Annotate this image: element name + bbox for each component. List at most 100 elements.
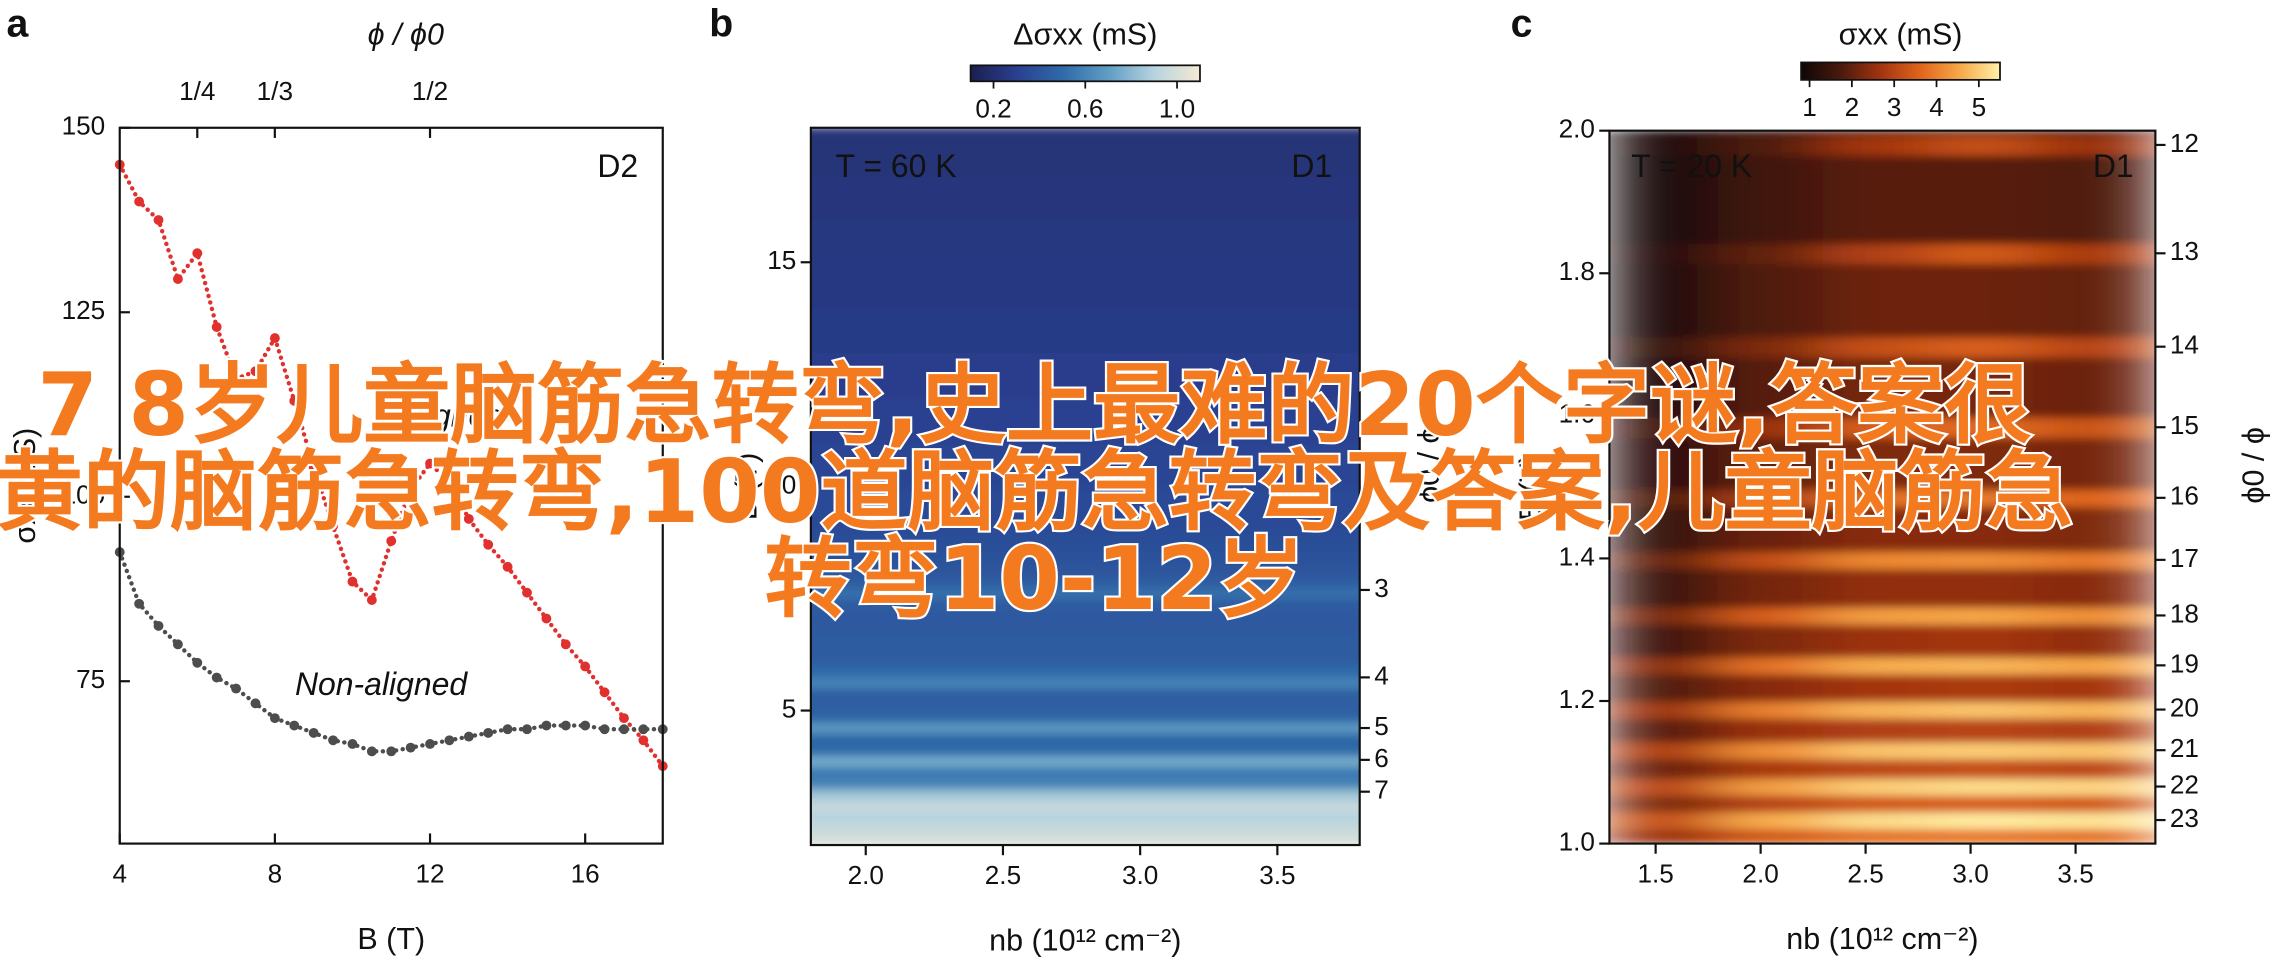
- heatmap-cells: [1609, 130, 2156, 844]
- heatmap-cell: [1822, 656, 1930, 675]
- colorbar-label: σxx (mS): [1839, 17, 1963, 51]
- heatmap-cell: [1822, 758, 1930, 779]
- plot-frame: [1608, 129, 2157, 845]
- y-tick-label: 1.8: [1559, 256, 1595, 286]
- data-point: [541, 720, 552, 731]
- annotation: T = 20 K: [1631, 148, 1752, 184]
- heatmap-cell: [810, 664, 1360, 678]
- heatmap-cell: [1609, 262, 1720, 338]
- heatmap-cell: [810, 485, 1360, 532]
- heatmap-cell: [1717, 505, 1825, 553]
- data-point: [172, 639, 183, 650]
- heatmap-cell: [1609, 656, 1720, 675]
- heatmap-cell: [810, 351, 1360, 398]
- heatmap-cell: [1609, 488, 1720, 508]
- data-point: [483, 539, 494, 550]
- heatmap-cell: [1927, 606, 2035, 625]
- colorbar-tick-label: 0.2: [975, 93, 1011, 123]
- data-point: [463, 513, 474, 524]
- heatmap-cell: [2032, 550, 2156, 570]
- y-tick-label: 1.4: [1559, 541, 1595, 571]
- x2-tick-label: 1/2: [412, 76, 448, 106]
- y2-tick-label: 17: [2170, 543, 2199, 573]
- panel-label: b: [709, 2, 733, 45]
- data-point: [425, 458, 435, 469]
- heatmap-cell: [1927, 567, 2035, 608]
- y-axis-label: σxx (μS): [8, 428, 42, 544]
- heatmap-cell: [1822, 134, 1930, 156]
- y-tick-label: 15: [767, 245, 796, 275]
- heatmap-cell: [1927, 154, 2035, 245]
- plot-frame: [118, 126, 664, 845]
- data-point: [328, 735, 338, 746]
- heatmap-cell: [810, 541, 1360, 555]
- heatmap-cell: [1609, 335, 1720, 358]
- x-tick-label: 4: [112, 858, 127, 888]
- heatmap-cell: [2032, 700, 2156, 719]
- y-axis-label: B (T): [729, 453, 763, 521]
- y-axis-label: B (T): [1514, 453, 1548, 521]
- data-point: [599, 687, 610, 698]
- overlay-caption: 黄的脑筋急转弯,100道脑筋急转弯及答案,儿童脑筋急: [0, 441, 2073, 543]
- heatmap-cell: [1717, 606, 1825, 625]
- heatmap-cell: [1927, 242, 2035, 265]
- heatmap-cell: [1822, 623, 1930, 658]
- heatmap-cell: [810, 743, 1360, 757]
- heatmap-cell: [2032, 130, 2156, 136]
- heatmap-cell: [1717, 416, 1825, 438]
- y2-tick-label: 13: [2170, 236, 2199, 266]
- heatmap-cell: [1717, 810, 1825, 830]
- heatmap-cell: [1927, 623, 2035, 658]
- data-point: [328, 521, 338, 532]
- heatmap-cell: [1717, 488, 1825, 508]
- data-point: [599, 724, 610, 735]
- heatmap-cell: [1609, 717, 1720, 743]
- data-point: [638, 735, 649, 746]
- heatmap-cell: [810, 552, 1360, 566]
- y2-tick-label: 4: [1374, 660, 1389, 690]
- data-point: [502, 724, 513, 735]
- heatmap-cell: [2032, 673, 2156, 702]
- heatmap-cell: [810, 564, 1360, 577]
- y2-tick-label: 7: [1374, 775, 1389, 805]
- data-point: [483, 727, 494, 738]
- colorbar-tick-label: 4: [1929, 92, 1944, 122]
- heatmap-cell: [2032, 505, 2156, 553]
- x-tick-label: 3.5: [2057, 858, 2093, 888]
- y2-tick-label: 21: [2170, 733, 2199, 763]
- colorbar-tick-label: 2: [1845, 92, 1860, 122]
- heatmap-cell: [1822, 130, 1930, 136]
- heatmap-cell: [810, 586, 1360, 600]
- heatmap-cell: [810, 440, 1360, 488]
- x-tick-label: 2.5: [1847, 858, 1883, 888]
- colorbar: [1800, 61, 2001, 81]
- heatmap-cell: [2032, 606, 2156, 625]
- heatmap-cell: [810, 676, 1360, 689]
- heatmap-cell: [1717, 827, 1825, 844]
- y2-tick-label: 6: [1374, 743, 1389, 773]
- annotation: D1: [2093, 148, 2134, 184]
- data-point: [444, 735, 455, 746]
- heatmap-cell: [1927, 810, 2035, 830]
- heatmap-cell: [1717, 758, 1825, 779]
- heatmap-cell: [1609, 810, 1720, 830]
- heatmap-cell: [2032, 656, 2156, 675]
- heatmap-cell: [2032, 717, 2156, 743]
- series-label: Aligned: [396, 398, 506, 434]
- heatmap-cell: [2032, 740, 2156, 760]
- y-tick-label: 1.6: [1559, 399, 1595, 429]
- heatmap-cell: [1822, 740, 1930, 760]
- heatmap-cell: [1717, 656, 1825, 675]
- heatmap-cell: [1927, 827, 2035, 844]
- data-point: [250, 366, 261, 377]
- y2-tick-label: 3: [1374, 573, 1389, 603]
- heatmap-cell: [2032, 488, 2156, 508]
- heatmap-cell: [810, 575, 1360, 588]
- data-point: [211, 322, 222, 332]
- overlay-caption: 转弯10-12岁: [764, 528, 1304, 630]
- data-point: [580, 661, 591, 672]
- series-line: [117, 162, 665, 769]
- y-tick-label: 1.0: [1559, 826, 1595, 856]
- heatmap-cell: [1822, 335, 1930, 358]
- data-point: [405, 742, 416, 753]
